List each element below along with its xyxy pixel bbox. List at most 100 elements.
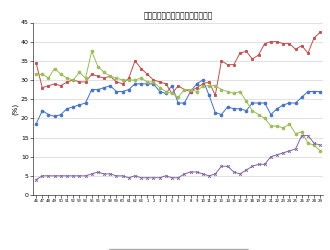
自分の能力をためす <box>158 86 162 89</box>
自分の能力をためす <box>244 100 248 102</box>
社会に役立つ <box>207 174 211 177</box>
経済的に豊かになる <box>170 84 174 87</box>
経済的に豊かになる <box>182 102 186 104</box>
楽しい生活をしたい <box>263 42 267 45</box>
社会に役立つ <box>287 150 291 152</box>
楽しい生活をしたい <box>71 78 75 82</box>
自分の能力をためす <box>306 142 310 145</box>
社会に役立つ <box>312 142 316 145</box>
社会に役立つ <box>269 155 273 158</box>
社会に役立つ <box>306 134 310 137</box>
自分の能力をためす <box>34 73 38 76</box>
自分の能力をためす <box>127 78 131 82</box>
楽しい生活をしたい <box>176 84 180 87</box>
楽しい生活をしたい <box>127 76 131 80</box>
経済的に豊かになる <box>275 107 279 110</box>
自分の能力をためす <box>318 150 322 152</box>
自分の能力をためす <box>213 84 217 87</box>
楽しい生活をしたい <box>170 92 174 95</box>
楽しい生活をしたい <box>269 40 273 43</box>
社会に役立つ <box>201 172 205 176</box>
経済的に豊かになる <box>65 107 69 110</box>
自分の能力をためす <box>151 80 155 84</box>
社会に役立つ <box>133 174 137 177</box>
自分の能力をためす <box>96 65 100 68</box>
自分の能力をためす <box>281 126 285 130</box>
経済的に豊かになる <box>139 82 143 85</box>
Line: 楽しい生活をしたい: 楽しい生活をしたい <box>35 31 322 97</box>
自分の能力をためす <box>226 90 230 93</box>
経済的に豊かになる <box>53 115 57 118</box>
経済的に豊かになる <box>115 90 118 93</box>
経済的に豊かになる <box>312 90 316 93</box>
自分の能力をためす <box>219 88 223 91</box>
社会に役立つ <box>195 170 199 173</box>
楽しい生活をしたい <box>226 63 230 66</box>
経済的に豊かになる <box>83 102 87 104</box>
自分の能力をためす <box>176 96 180 99</box>
楽しい生活をしたい <box>158 80 162 84</box>
自分の能力をためす <box>133 78 137 82</box>
経済的に豊かになる <box>232 107 236 110</box>
楽しい生活をしたい <box>90 73 94 76</box>
経済的に豊かになる <box>127 88 131 91</box>
経済的に豊かになる <box>250 102 254 104</box>
経済的に豊かになる <box>219 113 223 116</box>
社会に役立つ <box>102 172 106 176</box>
楽しい生活をしたい <box>287 42 291 45</box>
楽しい生活をしたい <box>145 73 149 76</box>
社会に役立つ <box>90 172 94 176</box>
自分の能力をためす <box>40 73 44 76</box>
社会に役立つ <box>65 174 69 177</box>
楽しい生活をしたい <box>108 75 112 78</box>
楽しい生活をしたい <box>312 36 316 39</box>
社会に役立つ <box>139 176 143 179</box>
自分の能力をためす <box>300 130 304 133</box>
経済的に豊かになる <box>59 113 63 116</box>
経済的に豊かになる <box>256 102 260 104</box>
楽しい生活をしたい <box>232 63 236 66</box>
楽しい生活をしたい <box>102 76 106 80</box>
社会に役立つ <box>170 176 174 179</box>
経済的に豊かになる <box>96 88 100 91</box>
自分の能力をためす <box>195 90 199 93</box>
自分の能力をためす <box>256 113 260 116</box>
楽しい生活をしたい <box>256 54 260 56</box>
自分の能力をためす <box>108 75 112 78</box>
楽しい生活をしたい <box>47 84 50 87</box>
楽しい生活をしたい <box>207 80 211 84</box>
社会に役立つ <box>232 170 236 173</box>
社会に役立つ <box>96 170 100 173</box>
自分の能力をためす <box>188 88 192 91</box>
社会に役立つ <box>158 176 162 179</box>
楽しい生活をしたい <box>83 80 87 84</box>
経済的に豊かになる <box>269 113 273 116</box>
経済的に豊かになる <box>238 107 242 110</box>
楽しい生活をしたい <box>250 58 254 60</box>
社会に役立つ <box>256 163 260 166</box>
社会に役立つ <box>294 148 298 150</box>
経済的に豊かになる <box>176 102 180 104</box>
経済的に豊かになる <box>300 96 304 99</box>
Line: 経済的に豊かになる: 経済的に豊かになる <box>35 78 322 126</box>
自分の能力をためす <box>139 76 143 80</box>
自分の能力をためす <box>238 90 242 93</box>
自分の能力をためす <box>294 132 298 135</box>
Y-axis label: (%): (%) <box>12 103 18 115</box>
社会に役立つ <box>83 174 87 177</box>
社会に役立つ <box>145 176 149 179</box>
経済的に豊かになる <box>47 113 50 116</box>
楽しい生活をしたい <box>238 52 242 55</box>
経済的に豊かになる <box>213 111 217 114</box>
楽しい生活をしたい <box>213 94 217 97</box>
社会に役立つ <box>59 174 63 177</box>
社会に役立つ <box>151 176 155 179</box>
社会に役立つ <box>164 174 168 177</box>
経済的に豊かになる <box>281 104 285 106</box>
自分の能力をためす <box>65 76 69 80</box>
楽しい生活をしたい <box>201 82 205 85</box>
経済的に豊かになる <box>201 78 205 82</box>
自分の能力をためす <box>71 78 75 82</box>
楽しい生活をしたい <box>281 42 285 45</box>
経済的に豊かになる <box>207 94 211 97</box>
